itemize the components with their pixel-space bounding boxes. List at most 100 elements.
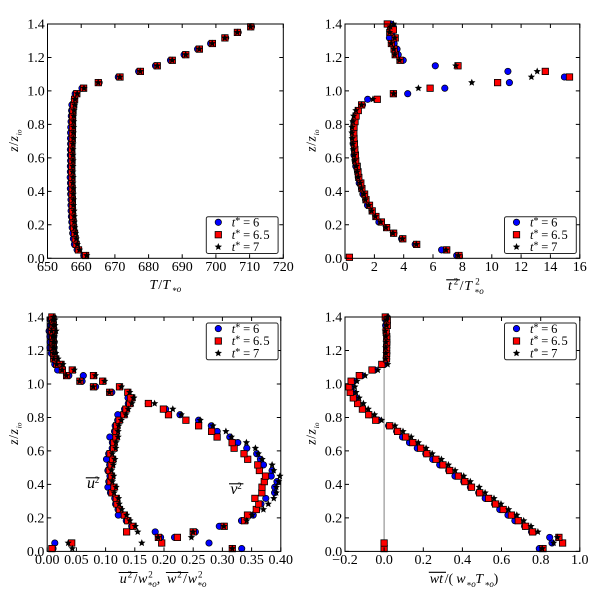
svg-text:t*=6: t* = 6 bbox=[232, 216, 259, 230]
svg-text:t*=7: t* = 7 bbox=[232, 240, 259, 254]
svg-text:t*=6.5: t* = 6.5 bbox=[530, 228, 568, 242]
svg-text:0.25: 0.25 bbox=[181, 553, 206, 568]
svg-text:): ) bbox=[494, 572, 499, 587]
svg-text:o: o bbox=[471, 579, 476, 589]
svg-text:*: * bbox=[172, 286, 177, 296]
svg-text:0.2: 0.2 bbox=[27, 511, 45, 526]
svg-text:0.2: 0.2 bbox=[415, 553, 433, 568]
svg-text:0.8: 0.8 bbox=[325, 118, 343, 133]
svg-text:/: / bbox=[158, 278, 162, 293]
svg-text:t*=6: t* = 6 bbox=[232, 322, 259, 336]
svg-text:1.0: 1.0 bbox=[27, 84, 45, 99]
svg-text:z: z bbox=[6, 428, 21, 435]
svg-text:0.0: 0.0 bbox=[27, 252, 45, 267]
svg-text:1.4: 1.4 bbox=[325, 311, 343, 326]
svg-text:0.2: 0.2 bbox=[325, 511, 343, 526]
svg-text:1.4: 1.4 bbox=[27, 18, 45, 33]
svg-text:14: 14 bbox=[543, 260, 557, 275]
svg-text:0.8: 0.8 bbox=[325, 411, 343, 426]
svg-text:0.15: 0.15 bbox=[123, 553, 148, 568]
svg-text:0.6: 0.6 bbox=[325, 151, 343, 166]
svg-text:*: * bbox=[475, 288, 480, 298]
svg-text:0.40: 0.40 bbox=[269, 553, 294, 568]
svg-text:io: io bbox=[312, 129, 321, 135]
svg-text:8: 8 bbox=[459, 260, 466, 275]
svg-text:0.0: 0.0 bbox=[325, 252, 343, 267]
svg-text:t*=7: t* = 7 bbox=[530, 346, 557, 360]
svg-text:/: / bbox=[6, 435, 21, 439]
svg-text:0.4: 0.4 bbox=[27, 478, 45, 493]
svg-text:v: v bbox=[230, 481, 238, 498]
svg-text:*: * bbox=[485, 581, 490, 591]
svg-text:t*=6: t* = 6 bbox=[530, 216, 557, 230]
svg-text:4: 4 bbox=[400, 260, 407, 275]
svg-text:t*=6.5: t* = 6.5 bbox=[530, 334, 568, 348]
svg-text:o: o bbox=[489, 579, 494, 589]
svg-text:z: z bbox=[304, 428, 319, 435]
svg-text:1.4: 1.4 bbox=[325, 18, 343, 33]
svg-text:o: o bbox=[177, 284, 182, 294]
svg-text:w: w bbox=[138, 572, 148, 587]
svg-text:z: z bbox=[304, 146, 319, 153]
svg-text:0.0: 0.0 bbox=[375, 553, 393, 568]
svg-text:10: 10 bbox=[485, 260, 499, 275]
svg-text:z: z bbox=[304, 439, 319, 446]
svg-text:16: 16 bbox=[573, 260, 587, 275]
svg-text:0.0: 0.0 bbox=[27, 545, 45, 560]
svg-text:0.10: 0.10 bbox=[93, 553, 118, 568]
svg-text:1.0: 1.0 bbox=[325, 378, 343, 393]
svg-text:/: / bbox=[6, 142, 21, 146]
svg-text:t*=6.5: t* = 6.5 bbox=[232, 334, 270, 348]
svg-text:−0.2: −0.2 bbox=[332, 553, 357, 568]
svg-text:/: / bbox=[460, 279, 464, 294]
svg-text:690: 690 bbox=[172, 260, 193, 275]
svg-text:0.0: 0.0 bbox=[325, 545, 343, 560]
svg-text:t: t bbox=[448, 279, 453, 294]
svg-text:t*=7: t* = 7 bbox=[232, 346, 259, 360]
svg-text:t*=7: t* = 7 bbox=[530, 240, 557, 254]
svg-text:,: , bbox=[157, 572, 161, 587]
svg-text:650: 650 bbox=[37, 260, 58, 275]
svg-text:o: o bbox=[479, 286, 484, 296]
svg-text:io: io bbox=[312, 422, 321, 428]
svg-text:1.2: 1.2 bbox=[325, 51, 343, 66]
svg-text:700: 700 bbox=[205, 260, 226, 275]
svg-text:2: 2 bbox=[128, 570, 133, 580]
svg-text:T: T bbox=[475, 572, 484, 587]
svg-text:0.35: 0.35 bbox=[239, 553, 264, 568]
svg-text:z: z bbox=[6, 439, 21, 446]
svg-text:2: 2 bbox=[237, 481, 242, 491]
svg-text:0.6: 0.6 bbox=[325, 444, 343, 459]
svg-text:2: 2 bbox=[454, 277, 459, 287]
svg-text:0.4: 0.4 bbox=[325, 478, 343, 493]
svg-text:*: * bbox=[467, 581, 472, 591]
svg-text:670: 670 bbox=[104, 260, 125, 275]
svg-text:w: w bbox=[167, 572, 177, 587]
svg-text:0: 0 bbox=[342, 260, 349, 275]
svg-text:0.20: 0.20 bbox=[152, 553, 177, 568]
svg-text:0.6: 0.6 bbox=[493, 553, 511, 568]
svg-text:0.30: 0.30 bbox=[210, 553, 235, 568]
svg-text:1.2: 1.2 bbox=[27, 344, 45, 359]
svg-text:680: 680 bbox=[138, 260, 159, 275]
svg-text:u: u bbox=[120, 572, 127, 587]
svg-text:wt: wt bbox=[430, 572, 444, 587]
svg-text:t*=6: t* = 6 bbox=[530, 322, 557, 336]
svg-text:w: w bbox=[456, 572, 466, 587]
svg-text:io: io bbox=[14, 422, 23, 428]
svg-text:z: z bbox=[6, 146, 21, 153]
svg-text:/(: /( bbox=[445, 572, 454, 587]
svg-text:*: * bbox=[198, 581, 203, 591]
svg-text:*: * bbox=[148, 581, 153, 591]
svg-text:u: u bbox=[87, 475, 95, 492]
svg-text:0.4: 0.4 bbox=[325, 185, 343, 200]
svg-text:1.2: 1.2 bbox=[27, 51, 45, 66]
svg-text:/: / bbox=[183, 572, 187, 587]
svg-text:0.8: 0.8 bbox=[27, 411, 45, 426]
svg-text:o: o bbox=[202, 579, 207, 589]
svg-text:1.0: 1.0 bbox=[27, 378, 45, 393]
svg-text:660: 660 bbox=[71, 260, 92, 275]
svg-text:0.8: 0.8 bbox=[27, 118, 45, 133]
svg-text:0.00: 0.00 bbox=[35, 553, 60, 568]
svg-text:o: o bbox=[152, 579, 157, 589]
